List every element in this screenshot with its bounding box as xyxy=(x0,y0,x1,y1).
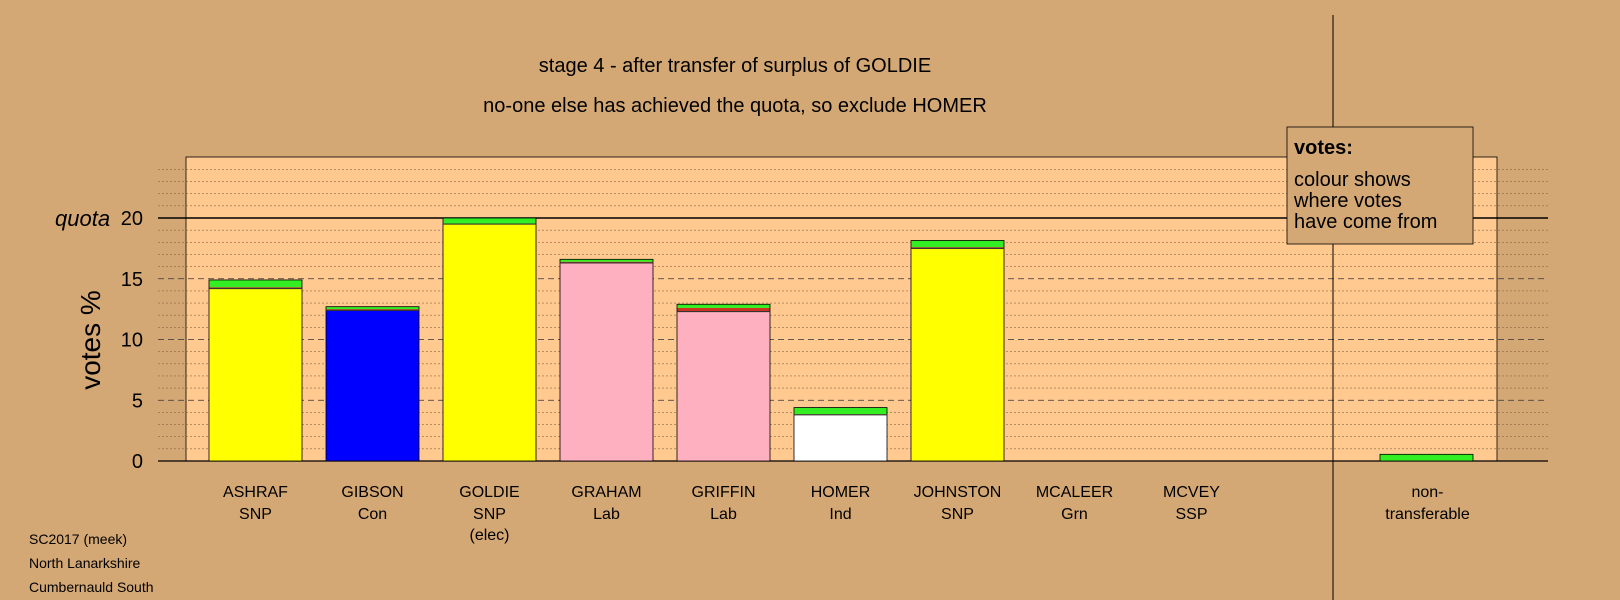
category-name-label: GRAHAM xyxy=(571,484,641,501)
category-status-label: (elec) xyxy=(469,527,509,544)
y-tick-label: 20 xyxy=(121,208,143,230)
bar-outline xyxy=(325,306,420,462)
legend-text: colour shows xyxy=(1294,169,1411,191)
y-tick-label: 10 xyxy=(121,330,143,352)
bar-outline xyxy=(910,240,1005,462)
chart-title: stage 4 - after transfer of surplus of G… xyxy=(539,55,931,77)
y-tick-label: 15 xyxy=(121,269,143,291)
footer-council: North Lanarkshire xyxy=(29,555,141,571)
bar-segment xyxy=(209,288,302,461)
legend-text: where votes xyxy=(1293,190,1402,212)
category-party-label: Lab xyxy=(710,506,737,523)
bar-segment xyxy=(209,287,302,289)
category-name-label: MCVEY xyxy=(1163,484,1220,501)
bar-segment xyxy=(443,218,536,225)
category-party-label: SNP xyxy=(941,506,974,523)
footer-info: SC2017 (meek) North Lanarkshire Cumberna… xyxy=(29,527,154,599)
quota-label: quota xyxy=(55,206,110,231)
nontransferable-label: transferable xyxy=(1385,506,1470,523)
category-party-label: Grn xyxy=(1061,506,1088,523)
category-party-label: SNP xyxy=(239,506,272,523)
bar-outline xyxy=(442,217,537,462)
bar-segment xyxy=(677,311,770,461)
nontransferable-label: non- xyxy=(1411,484,1443,501)
legend-text: have come from xyxy=(1294,211,1437,233)
y-tick-label: 0 xyxy=(132,451,143,473)
footer-election: SC2017 (meek) xyxy=(29,531,128,547)
bar-segment xyxy=(794,407,887,415)
bar-segment xyxy=(209,279,302,288)
category-name-label: HOMER xyxy=(811,484,871,501)
plot-area: 0 5 10 15 20 quota votes % ASHRAF SNP GIBSON Con GO… xyxy=(55,15,1548,600)
category-party-label: SNP xyxy=(473,506,506,523)
bar-segment xyxy=(326,306,419,310)
category-party-label: Lab xyxy=(593,506,620,523)
bar-segment xyxy=(794,414,887,461)
category-party-label: SSP xyxy=(1175,506,1207,523)
bar-segment xyxy=(911,240,1004,248)
category-name-label: GOLDIE xyxy=(459,484,519,501)
bar-outline xyxy=(676,303,771,462)
bar-segment xyxy=(677,307,770,312)
bar-segment xyxy=(677,304,770,308)
bar-segment xyxy=(560,261,653,263)
category-name-label: ASHRAF xyxy=(223,484,288,501)
chart-subtitle: no-one else has achieved the quota, so e… xyxy=(483,95,987,117)
bar-segment xyxy=(911,248,1004,461)
bar-segment xyxy=(326,309,419,311)
footer-ward: Cumbernauld South xyxy=(29,579,154,595)
nontransferable-bar xyxy=(1379,453,1474,462)
category-name-label: JOHNSTON xyxy=(914,484,1002,501)
bar-outline xyxy=(208,279,303,462)
bar-outline xyxy=(793,407,888,462)
bar-segment xyxy=(560,259,653,262)
bar-segment xyxy=(443,224,536,461)
category-name-label: MCALEER xyxy=(1036,484,1113,501)
category-party-label: Con xyxy=(358,506,387,523)
y-axis-label: votes % xyxy=(75,290,106,390)
bar-segment xyxy=(560,262,653,461)
category-name-label: GIBSON xyxy=(341,484,403,501)
y-tick-label: 5 xyxy=(132,390,143,412)
bar-outline xyxy=(559,258,654,462)
legend-box xyxy=(1286,126,1474,245)
legend-title: votes: xyxy=(1294,137,1353,159)
category-name-label: GRIFFIN xyxy=(692,484,756,501)
bar-segment xyxy=(911,247,1004,249)
bar-segment xyxy=(326,310,419,461)
category-party-label: Ind xyxy=(829,506,851,523)
